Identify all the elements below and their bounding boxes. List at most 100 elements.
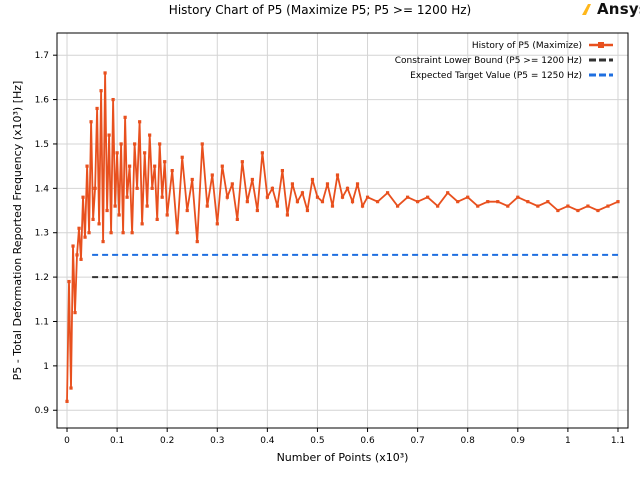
data-point <box>210 173 214 177</box>
data-point <box>416 200 420 204</box>
data-point <box>315 195 320 199</box>
data-point <box>320 200 325 204</box>
data-point <box>107 133 111 137</box>
data-point <box>75 253 79 257</box>
data-point <box>616 200 620 204</box>
data-point <box>476 204 480 208</box>
legend-label: Constraint Lower Bound (P5 >= 1200 Hz) <box>395 56 582 66</box>
data-point <box>133 142 137 146</box>
data-point <box>220 164 224 168</box>
data-point <box>260 151 264 155</box>
y-tick-label: 1.1 <box>35 317 49 327</box>
data-point <box>105 208 109 213</box>
data-point <box>158 142 162 146</box>
x-axis-label: Number of Points (x10³) <box>277 451 409 464</box>
data-point <box>486 200 490 204</box>
x-tick-label: 1.1 <box>611 436 625 446</box>
data-point <box>87 231 91 235</box>
chart-title: History Chart of P5 (Maximize P5; P5 >= … <box>168 3 472 17</box>
data-point <box>345 186 350 190</box>
data-point <box>606 204 610 208</box>
data-point <box>275 204 279 208</box>
data-point <box>496 200 500 204</box>
x-tick-label: 0.8 <box>461 436 476 446</box>
data-point <box>300 191 305 195</box>
data-point <box>230 182 234 186</box>
data-point <box>536 204 540 208</box>
data-point <box>305 208 310 213</box>
data-point <box>355 182 360 186</box>
data-point <box>135 186 139 190</box>
data-point <box>153 164 157 168</box>
data-point <box>163 160 167 164</box>
y-tick-label: 1.5 <box>35 140 49 150</box>
data-point <box>93 186 97 190</box>
data-point <box>295 200 300 204</box>
data-point <box>205 204 209 208</box>
data-point <box>245 200 249 204</box>
data-point <box>240 160 244 164</box>
data-point <box>466 195 470 199</box>
data-point <box>546 200 550 204</box>
y-axis: 0.9 1 1.1 1.2 1.3 1.4 1.5 1.6 1.7 <box>35 51 57 416</box>
plot-frame <box>56 32 629 429</box>
x-tick-label: 0.3 <box>210 436 224 446</box>
data-point <box>335 173 340 177</box>
data-point <box>190 177 194 182</box>
data-point <box>148 133 152 137</box>
data-point <box>375 200 380 204</box>
data-point <box>365 195 370 199</box>
data-point <box>81 195 85 199</box>
data-point <box>330 204 335 208</box>
legend: History of P5 (Maximize) Constraint Lower… <box>395 41 613 81</box>
x-tick-label: 0.4 <box>260 436 275 446</box>
data-point <box>426 195 430 199</box>
series-group <box>65 71 620 403</box>
data-point <box>385 191 390 195</box>
data-point <box>160 195 164 199</box>
data-point <box>128 164 132 168</box>
data-point <box>280 168 284 173</box>
y-tick-label: 1.3 <box>35 229 49 239</box>
data-point <box>586 204 590 208</box>
data-point <box>138 120 142 124</box>
data-point <box>119 142 123 146</box>
data-point <box>436 204 440 208</box>
ansys-logo-text: Ansys <box>597 0 640 18</box>
legend-label: History of P5 (Maximize) <box>472 41 582 51</box>
data-point <box>95 106 99 111</box>
data-point <box>115 151 119 155</box>
data-point <box>99 89 103 93</box>
data-point <box>270 186 274 190</box>
data-point <box>85 164 89 168</box>
data-point <box>596 208 600 213</box>
legend-marker <box>598 42 604 48</box>
data-point <box>526 200 530 204</box>
data-point <box>170 168 174 173</box>
data-point <box>143 151 147 155</box>
data-point <box>130 231 134 235</box>
x-tick-label: 0.9 <box>511 436 526 446</box>
y-tick-label: 1.2 <box>35 273 49 283</box>
y-axis-label: P5 - Total Deformation Reported Frequenc… <box>11 81 24 381</box>
data-point <box>325 182 330 186</box>
data-point <box>69 386 73 390</box>
data-point <box>103 71 107 75</box>
data-point <box>91 217 95 222</box>
data-point <box>506 204 510 208</box>
series-line-0 <box>66 72 619 402</box>
data-point <box>89 120 93 124</box>
data-point <box>310 177 315 182</box>
data-point <box>290 182 295 186</box>
data-point <box>250 177 254 182</box>
x-tick-label: 1 <box>565 436 571 446</box>
y-tick-label: 1 <box>43 362 49 372</box>
data-point <box>125 195 129 199</box>
data-point <box>155 217 159 222</box>
data-point <box>340 195 345 199</box>
data-point <box>101 239 105 244</box>
y-tick-label: 0.9 <box>35 406 50 416</box>
data-point <box>456 200 460 204</box>
data-point <box>83 235 87 239</box>
